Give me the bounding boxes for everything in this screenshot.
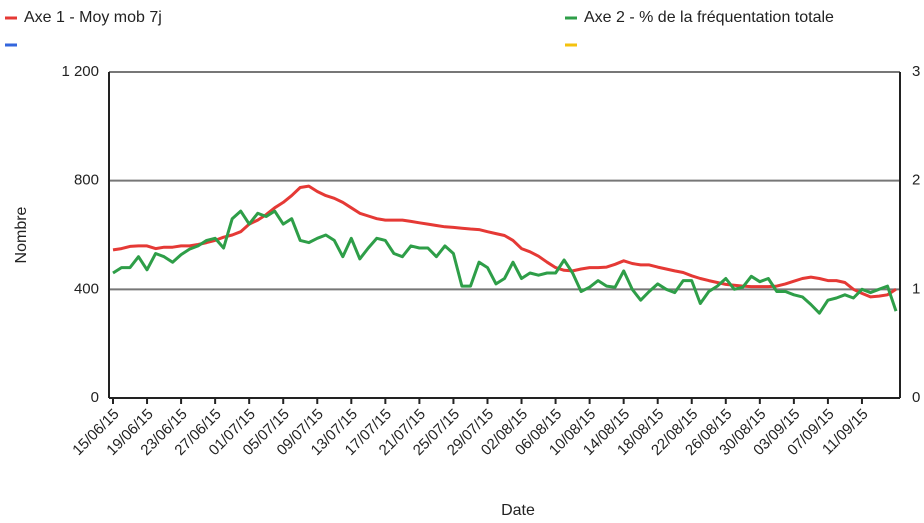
- y2-tick-label: 2: [912, 172, 920, 189]
- y2-tick-label: 3: [912, 63, 920, 80]
- y2-tick-label: 0: [912, 389, 920, 406]
- x-axis-title: Date: [501, 502, 535, 519]
- series-line: [112, 209, 898, 315]
- series-line: [112, 184, 897, 299]
- y-axis-title: Nombre: [13, 206, 30, 263]
- y-tick-label: 800: [74, 172, 99, 189]
- y2-tick-label: 1: [912, 280, 920, 297]
- legend-label: Axe 2 - % de la fréquentation totale: [584, 9, 834, 26]
- y-tick-label: 400: [74, 280, 99, 297]
- y-tick-label: 1 200: [61, 63, 99, 80]
- legend-label: Axe 1 - Moy mob 7j: [24, 9, 162, 26]
- y-tick-label: 0: [91, 389, 99, 406]
